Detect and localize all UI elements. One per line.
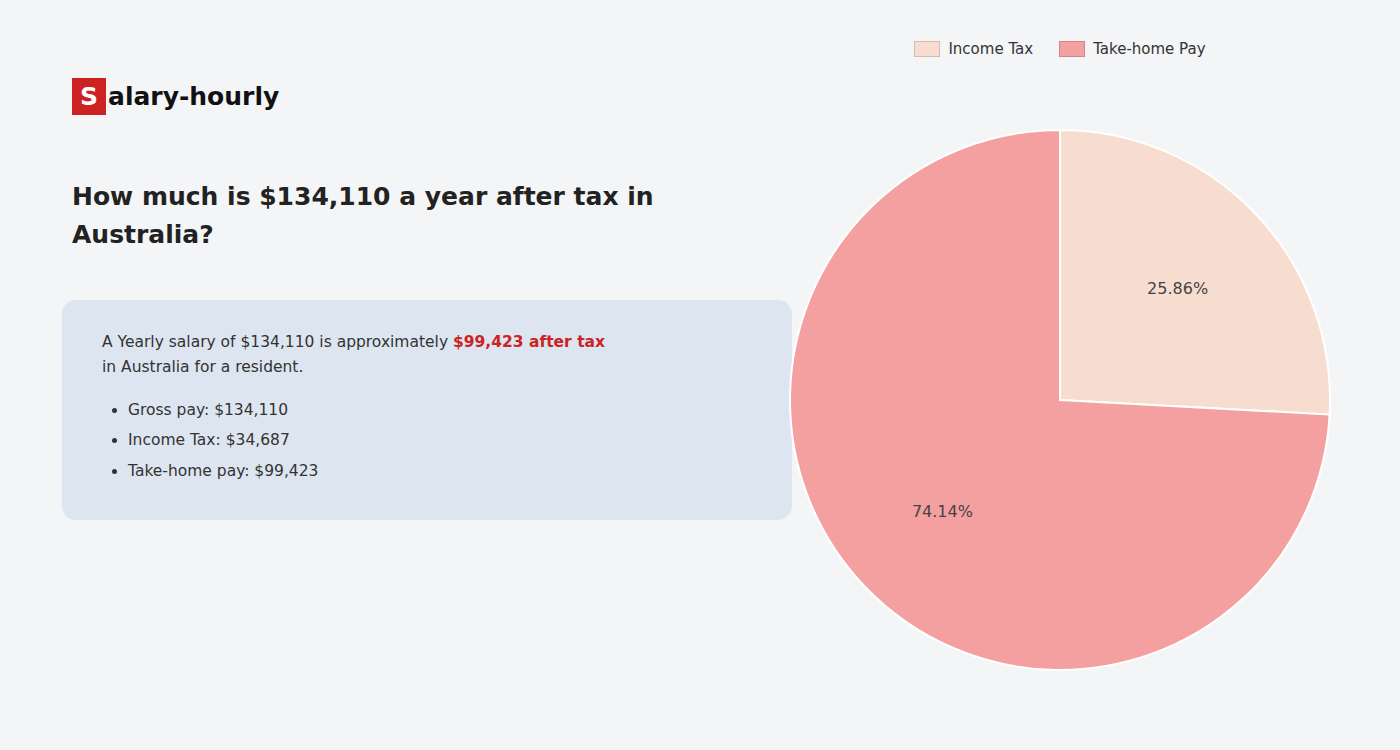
text-panel: Salary-hourly How much is $134,110 a year… xyxy=(0,0,800,750)
logo-s: S xyxy=(72,78,106,115)
pie-chart: 25.86% 74.14% xyxy=(760,90,1360,710)
logo-text: alary-hourly xyxy=(108,82,279,111)
info-text-normal: in Australia for a resident. xyxy=(102,358,303,376)
bullet-item: Income Tax: $34,687 xyxy=(128,428,752,453)
data-label: 25.86% xyxy=(1147,279,1208,298)
bullet-item: Take-home pay: $99,423 xyxy=(128,459,752,484)
legend-label: Income Tax xyxy=(948,40,1033,58)
data-label: 74.14% xyxy=(912,502,973,521)
legend-swatch xyxy=(914,41,940,57)
legend-item: Take-home Pay xyxy=(1059,40,1205,58)
info-text-normal: A Yearly salary of $134,110 is approxima… xyxy=(102,333,453,351)
pie-slice xyxy=(1060,130,1330,415)
info-box: A Yearly salary of $134,110 is approxima… xyxy=(62,300,792,520)
info-text: A Yearly salary of $134,110 is approxima… xyxy=(102,330,752,380)
legend: Income Tax Take-home Pay xyxy=(760,40,1360,58)
title: How much is $134,110 a year after tax in… xyxy=(72,178,712,253)
legend-swatch xyxy=(1059,41,1085,57)
legend-item: Income Tax xyxy=(914,40,1033,58)
pie-slice xyxy=(790,130,1330,670)
logo: Salary-hourly xyxy=(72,78,279,115)
bullet-item: Gross pay: $134,110 xyxy=(128,398,752,423)
legend-label: Take-home Pay xyxy=(1093,40,1205,58)
info-text-highlight: $99,423 after tax xyxy=(453,333,605,351)
bullet-list: Gross pay: $134,110 Income Tax: $34,687 Ta… xyxy=(102,398,752,484)
